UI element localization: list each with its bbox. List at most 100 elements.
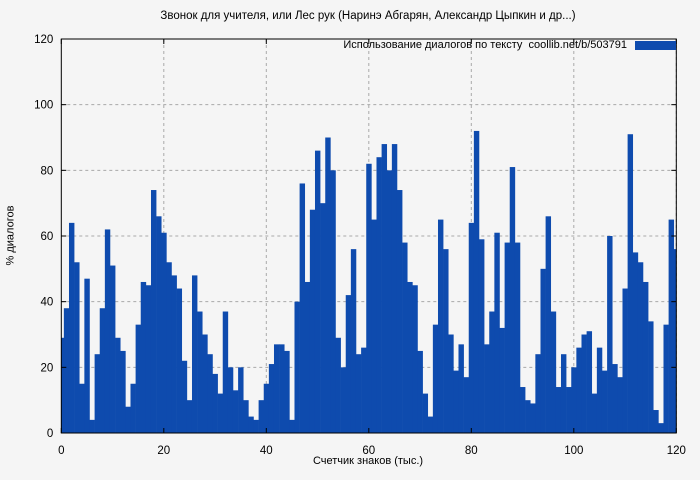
bar xyxy=(309,209,316,433)
bar xyxy=(473,130,480,433)
y-tick-label: 80 xyxy=(41,165,54,177)
bar xyxy=(422,393,429,433)
bar xyxy=(581,334,587,433)
bar xyxy=(530,403,536,433)
bar xyxy=(99,308,106,433)
bar xyxy=(197,311,203,433)
bar xyxy=(402,242,408,433)
y-tick-label: 100 xyxy=(34,100,53,112)
bar xyxy=(366,163,372,433)
bar xyxy=(648,321,654,433)
bar xyxy=(186,400,193,433)
bar xyxy=(181,360,188,433)
bar xyxy=(642,281,649,433)
bar xyxy=(248,416,254,433)
legend: Использование диалогов по тексту coollib… xyxy=(343,39,676,51)
bar xyxy=(176,288,183,433)
x-tick-label: 120 xyxy=(667,445,686,457)
legend-label: Использование диалогов по тексту coollib… xyxy=(343,39,627,51)
bar xyxy=(94,354,101,433)
bar xyxy=(632,252,639,433)
bar xyxy=(437,219,444,433)
bar xyxy=(601,370,608,433)
bar xyxy=(355,354,362,433)
bar xyxy=(63,308,70,433)
bar xyxy=(202,334,208,433)
bar xyxy=(627,134,634,433)
bar xyxy=(653,410,659,433)
bar xyxy=(448,334,454,433)
bar xyxy=(238,367,244,433)
bar xyxy=(637,262,644,433)
bar xyxy=(227,367,234,433)
bar xyxy=(586,331,593,433)
bar xyxy=(668,219,675,433)
bar xyxy=(576,347,582,433)
bar xyxy=(79,383,85,433)
bar xyxy=(253,419,259,433)
bar xyxy=(325,137,331,433)
bar xyxy=(550,311,557,433)
bar xyxy=(443,249,449,433)
bar xyxy=(89,419,95,433)
bar xyxy=(222,311,229,433)
bar xyxy=(509,167,516,434)
bar xyxy=(617,377,623,433)
y-tick-label: 120 xyxy=(34,34,53,46)
bar xyxy=(320,203,326,433)
bar xyxy=(504,242,511,433)
bar xyxy=(135,324,142,433)
bar xyxy=(350,249,357,433)
bar xyxy=(294,301,300,433)
bar xyxy=(84,278,90,433)
bar xyxy=(217,393,224,433)
bar xyxy=(314,150,321,433)
bar xyxy=(499,327,505,433)
bar xyxy=(340,367,347,433)
bar xyxy=(386,170,393,433)
bar xyxy=(494,232,500,433)
bar xyxy=(145,285,152,433)
x-tick-label: 0 xyxy=(58,445,64,457)
bar xyxy=(61,337,65,433)
bar xyxy=(612,364,618,433)
bar xyxy=(489,311,495,433)
bar xyxy=(68,222,75,433)
bar xyxy=(407,281,413,433)
bar xyxy=(191,275,198,433)
bar xyxy=(607,236,613,433)
bar xyxy=(361,347,367,433)
bar xyxy=(212,373,218,433)
bar xyxy=(453,370,459,433)
bar xyxy=(391,144,398,433)
y-tick-label: 0 xyxy=(47,428,53,440)
y-tick-label: 60 xyxy=(41,231,54,243)
bar xyxy=(468,222,475,433)
bar xyxy=(519,387,526,433)
bar xyxy=(663,324,669,433)
bar xyxy=(243,400,249,433)
bar xyxy=(622,288,628,433)
bar xyxy=(284,350,290,433)
bar xyxy=(484,344,490,433)
bar xyxy=(304,281,311,433)
x-tick-label: 80 xyxy=(465,445,478,457)
bar xyxy=(207,354,213,433)
bar xyxy=(566,387,572,433)
bar xyxy=(432,324,439,433)
bar xyxy=(345,295,352,433)
bar xyxy=(263,383,270,433)
bar xyxy=(125,406,131,433)
bar xyxy=(279,344,285,433)
bar xyxy=(555,387,562,433)
bar xyxy=(299,183,306,433)
bar xyxy=(166,262,172,433)
x-tick-label: 60 xyxy=(362,445,375,457)
bar xyxy=(258,400,265,433)
y-tick-label: 20 xyxy=(41,362,54,374)
y-axis-label: % диалогов xyxy=(4,205,17,266)
bar xyxy=(171,275,177,433)
bar xyxy=(463,377,470,433)
